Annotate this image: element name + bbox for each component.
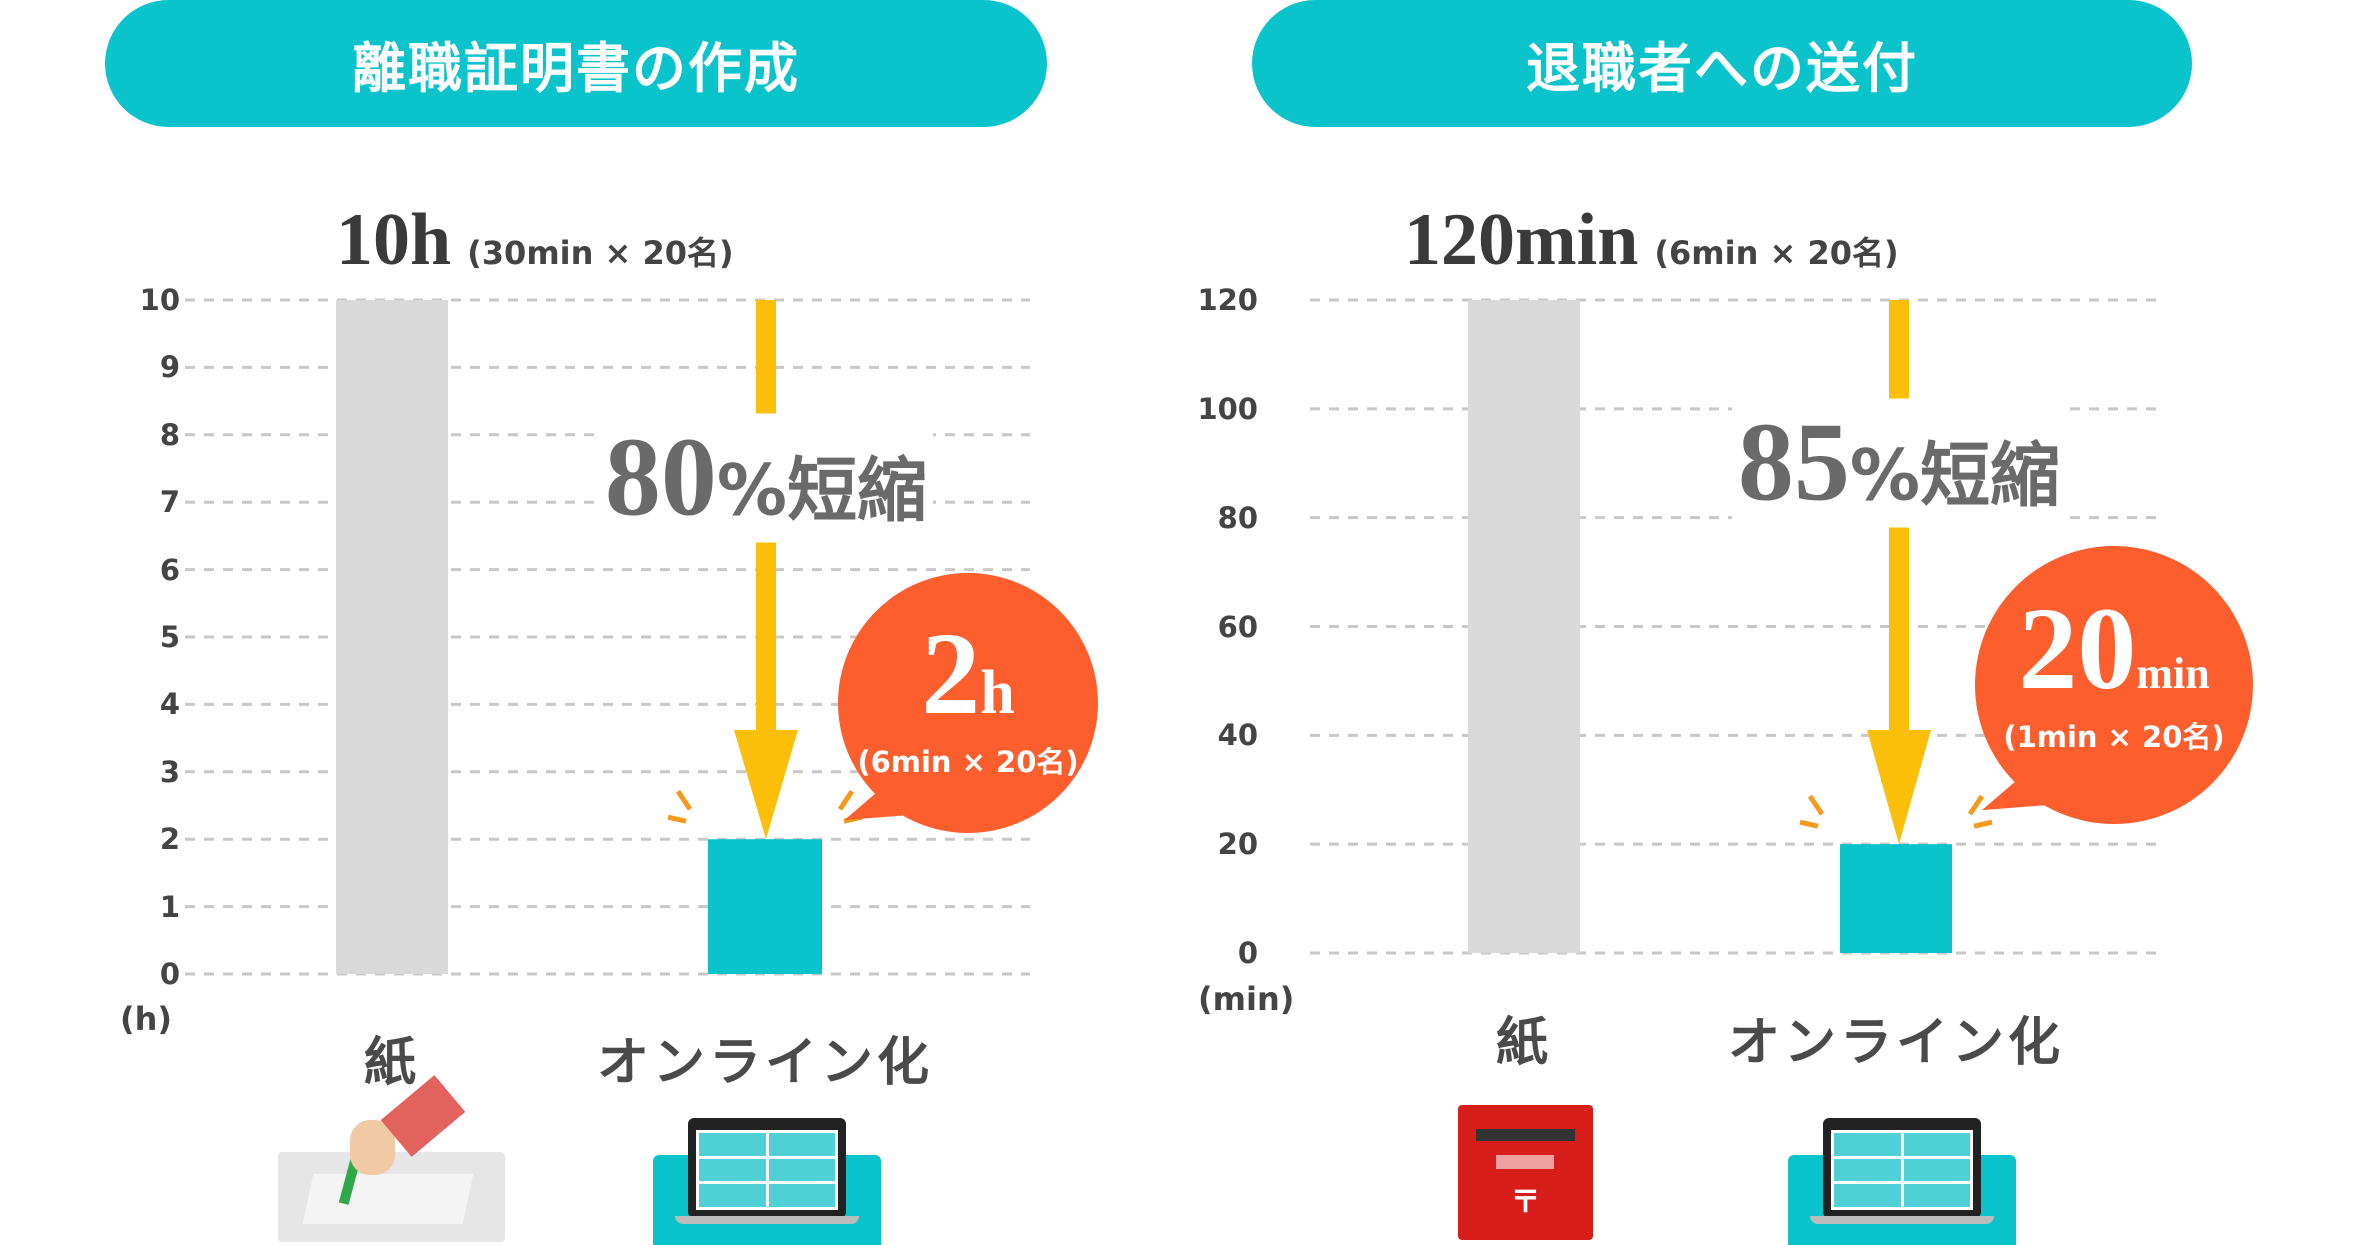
y-tick-label: 60 [1217,609,1258,644]
reduction-arrow-shaft [756,538,776,732]
reduction-number: 80 [604,415,717,540]
y-tick-label: 9 [159,350,180,385]
reduction-number: 85 [1737,400,1850,525]
reduction-arrow-shaft [756,300,776,418]
bar-paper [1468,300,1580,953]
bar-online [1840,844,1952,953]
reduction-label: 80%短縮 [598,413,934,543]
reduction-arrow-head [734,730,798,840]
sparkle-icon [1967,794,1985,816]
top-value: 10h [336,199,452,281]
result-bubble: 20min (1min × 20名) [1975,546,2253,824]
laptop-screen [688,1118,846,1218]
result-number: 2 [921,607,981,739]
category-label: オンライン化 [1727,1013,2065,1073]
paper-writing-icon [278,1152,505,1242]
y-axis-unit: (min) [1198,980,1295,1018]
category-label: オンライン化 [596,1033,934,1093]
section-title-sending: 退職者への送付 [1252,0,2192,127]
bar-paper [336,300,448,974]
laptop-screen [1823,1118,1981,1218]
sparkle-icon [1973,819,1993,829]
result-unit: min [2136,649,2210,699]
bar-online [708,839,822,974]
sparkle-icon [1807,794,1825,816]
sparkle-icon [1799,819,1819,829]
reduction-arrow-shaft [1889,300,1909,403]
result-unit: h [980,658,1015,727]
result-bubble: 2h (6min × 20名) [838,573,1098,833]
postbox-icon: 〒 [1458,1105,1593,1240]
y-tick-label: 0 [159,957,180,991]
category-label: 紙 [1495,1013,1553,1073]
y-tick-label: 80 [1217,500,1258,535]
y-axis-unit: (h) [120,1000,173,1038]
reduction-arrow-head [1867,730,1931,845]
y-tick-label: 1 [159,889,180,924]
section-title-certificate: 離職証明書の作成 [105,0,1047,127]
sparkle-icon [667,814,687,824]
top-detail: (30min × 20名) [467,234,734,272]
y-tick-label: 6 [159,552,180,587]
category-label: 紙 [363,1033,421,1093]
reduction-arrow-shaft [1889,523,1909,732]
top-value: 120min [1404,199,1639,281]
result-detail: (1min × 20名) [2003,720,2225,755]
y-tick-label: 4 [159,687,180,722]
reduction-unit: %短縮 [716,449,928,532]
laptop-base [675,1216,859,1224]
sparkle-icon [837,789,855,811]
y-tick-label: 8 [159,417,180,452]
reduction-label: 85%短縮 [1731,398,2067,528]
y-tick-label: 120 [1197,283,1258,317]
y-tick-label: 0 [1237,936,1258,970]
top-value-annotation: 120min (6min × 20名) [1404,198,1899,283]
top-value-annotation: 10h (30min × 20名) [336,198,734,283]
result-detail: (6min × 20名) [857,744,1079,779]
y-tick-label: 20 [1217,827,1258,862]
y-tick-label: 40 [1217,718,1258,753]
top-detail: (6min × 20名) [1654,234,1899,272]
sparkle-icon [675,789,693,811]
reduction-unit: %短縮 [1849,434,2061,517]
y-tick-label: 5 [159,620,180,654]
y-tick-label: 7 [159,485,180,520]
y-tick-label: 100 [1197,391,1258,426]
laptop-base [1810,1216,1994,1224]
y-tick-label: 10 [139,283,180,317]
result-number: 20 [2018,583,2137,715]
y-tick-label: 2 [159,822,180,857]
y-tick-label: 3 [159,754,180,789]
